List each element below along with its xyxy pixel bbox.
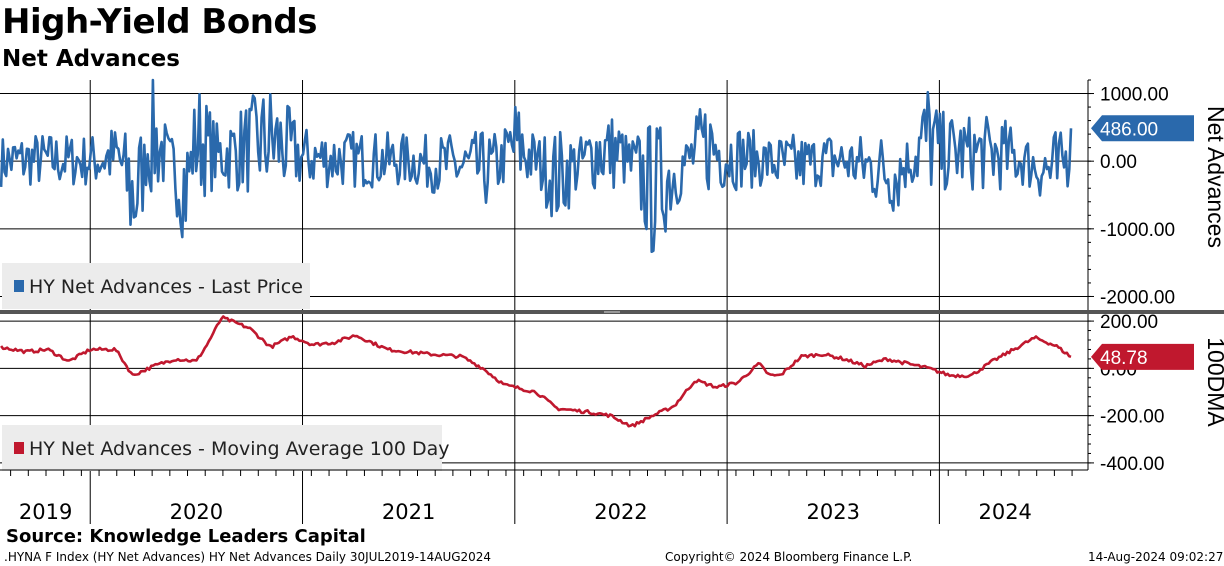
ma-last-value-label: 48.78 bbox=[1100, 348, 1148, 369]
x-tick-label-2024: 2024 bbox=[978, 500, 1031, 524]
net-advances-tick-label: -1000.00 bbox=[1100, 220, 1175, 241]
ticker-description: .HYNA F Index (HY Net Advances) HY Net A… bbox=[4, 550, 492, 564]
net-advances-legend-label: HY Net Advances - Last Price bbox=[29, 276, 303, 298]
net-advances-legend-swatch bbox=[14, 280, 24, 292]
x-tick-label-2023: 2023 bbox=[807, 500, 860, 524]
x-tick-label-2021: 2021 bbox=[382, 500, 435, 524]
ma-legend-label: HY Net Advances - Moving Average 100 Day bbox=[29, 438, 450, 460]
ma-last-value-flag bbox=[1091, 343, 1194, 370]
x-tick-label-2020: 2020 bbox=[170, 500, 223, 524]
ma-tick-label: 200.00 bbox=[1100, 312, 1158, 333]
x-tick-label-2019: 2019 bbox=[19, 500, 72, 524]
chart-title: High-Yield Bonds bbox=[2, 2, 317, 42]
net-advances-tick-label: 0.00 bbox=[1100, 152, 1137, 173]
net-advances-last-value-flag bbox=[1091, 115, 1194, 142]
ma-tick-label: -200.00 bbox=[1100, 407, 1164, 428]
net-advances-tick-label: -2000.00 bbox=[1100, 287, 1175, 308]
net-advances-last-value-label: 486.00 bbox=[1100, 119, 1158, 140]
net-advances-legend-box bbox=[2, 263, 310, 309]
chart-subtitle: Net Advances bbox=[2, 46, 180, 72]
ma-legend-box bbox=[2, 425, 442, 471]
ma-tick-label: -400.00 bbox=[1100, 454, 1164, 475]
net-advances-tick-label: 1000.00 bbox=[1100, 85, 1169, 106]
source-note: Source: Knowledge Leaders Capital bbox=[6, 526, 366, 547]
moving-average-line bbox=[0, 315, 1072, 428]
copyright-note: Copyright© 2024 Bloomberg Finance L.P. bbox=[665, 550, 913, 564]
ma-axis-title: 100DMA bbox=[1203, 337, 1224, 427]
ma-legend-swatch bbox=[14, 442, 24, 454]
x-tick-label-2022: 2022 bbox=[594, 500, 647, 524]
net-advances-axis-title: Net Advances bbox=[1203, 106, 1224, 248]
panel-divider-grip bbox=[604, 311, 620, 313]
net-advances-line bbox=[0, 78, 1073, 253]
timestamp: 14-Aug-2024 09:02:27 bbox=[1088, 550, 1224, 564]
